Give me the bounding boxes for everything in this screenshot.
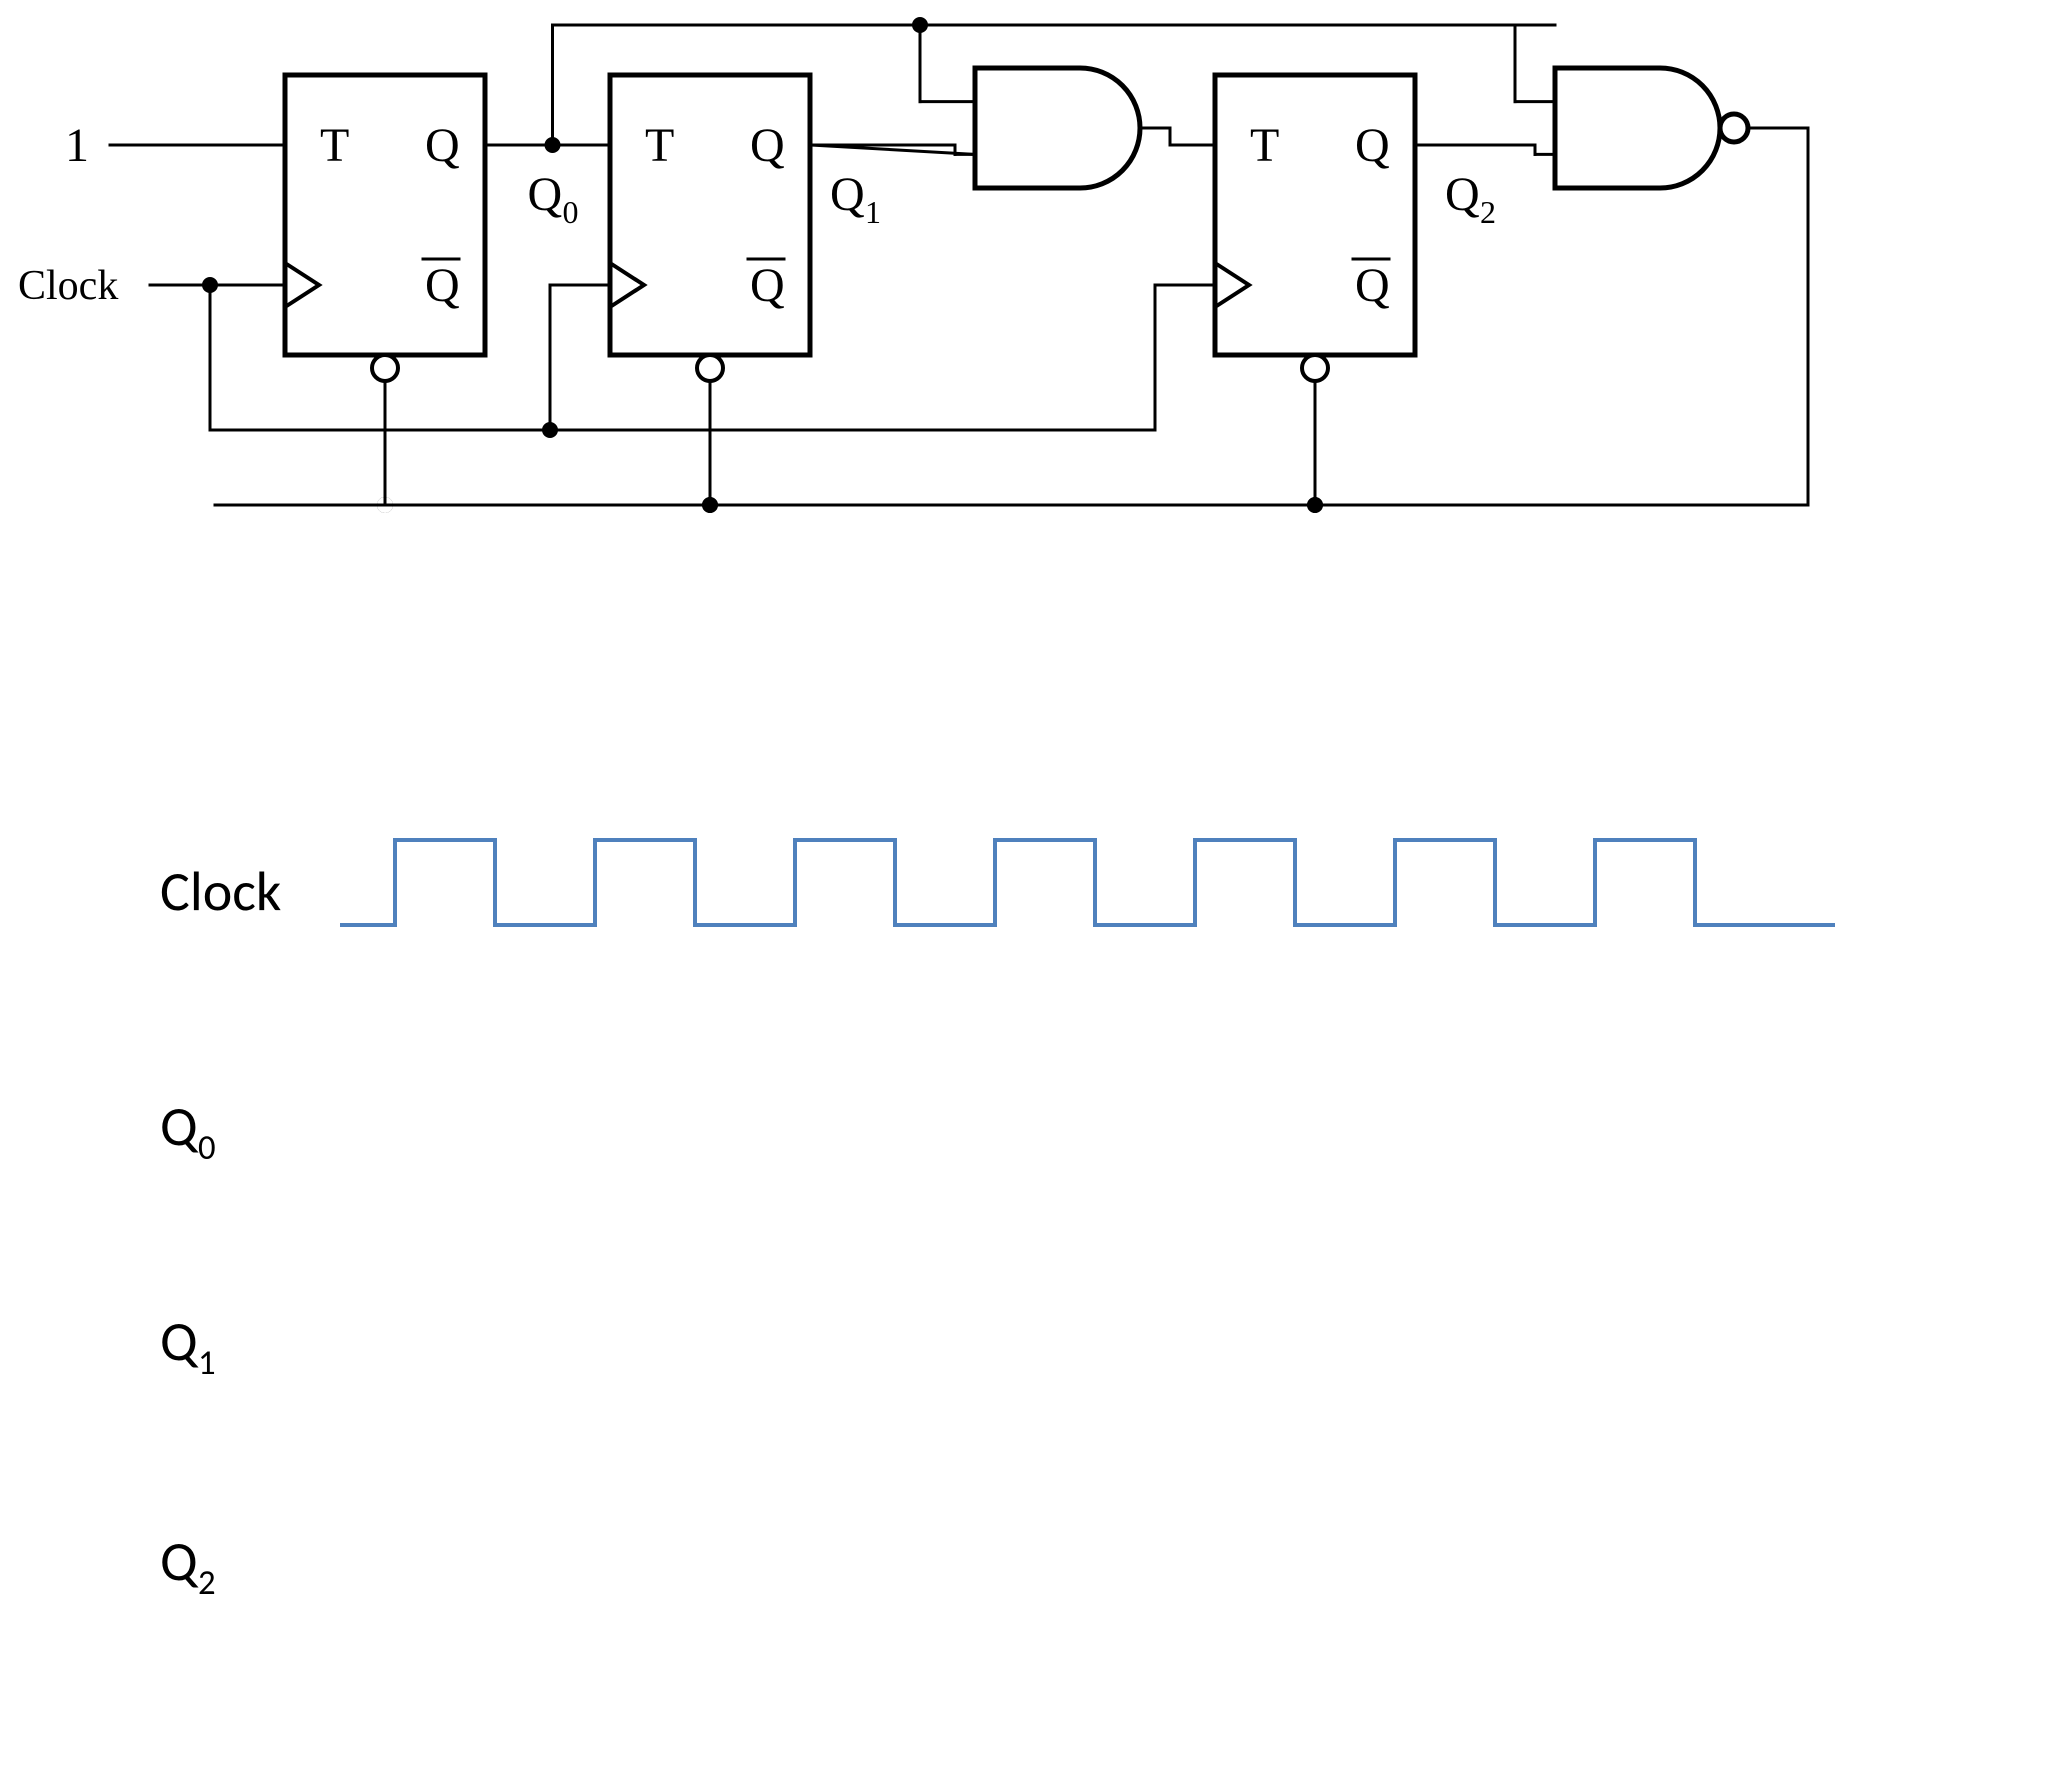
svg-text:1: 1 <box>198 1342 216 1384</box>
q2-wire-label: Q <box>1445 168 1480 221</box>
timing-label-q2: Q <box>160 1528 199 1596</box>
input-one-label: 1 <box>65 119 89 172</box>
svg-text:0: 0 <box>198 1127 216 1169</box>
svg-text:T: T <box>645 119 674 172</box>
svg-text:Q: Q <box>750 119 785 172</box>
diagram-svg: TQQTQQTQQ1ClockQ0Q1Q2ClockQ0Q1Q2 <box>0 0 2046 1770</box>
svg-text:2: 2 <box>1480 194 1496 230</box>
timing-clock-label: Clock <box>160 858 281 926</box>
svg-text:Q: Q <box>1355 259 1390 312</box>
clock-input-label: Clock <box>18 263 118 309</box>
gate-AND1 <box>975 68 1140 188</box>
diagram-root: { "canvas": { "width": 2046, "height": 1… <box>0 0 2046 1770</box>
svg-text:Q: Q <box>425 259 460 312</box>
svg-text:Q: Q <box>750 259 785 312</box>
svg-text:Q: Q <box>1355 119 1390 172</box>
q1-wire-label: Q <box>830 168 865 221</box>
svg-text:Q: Q <box>425 119 460 172</box>
svg-text:0: 0 <box>563 194 579 230</box>
timing-label-q1: Q <box>160 1308 199 1376</box>
q0-wire-label: Q <box>528 168 563 221</box>
svg-text:2: 2 <box>198 1562 216 1604</box>
svg-text:T: T <box>1250 119 1279 172</box>
gate-NAND1 <box>1555 68 1748 188</box>
clock-waveform <box>340 840 1835 925</box>
timing-label-q0: Q <box>160 1093 199 1161</box>
svg-text:1: 1 <box>865 194 881 230</box>
svg-text:T: T <box>320 119 349 172</box>
